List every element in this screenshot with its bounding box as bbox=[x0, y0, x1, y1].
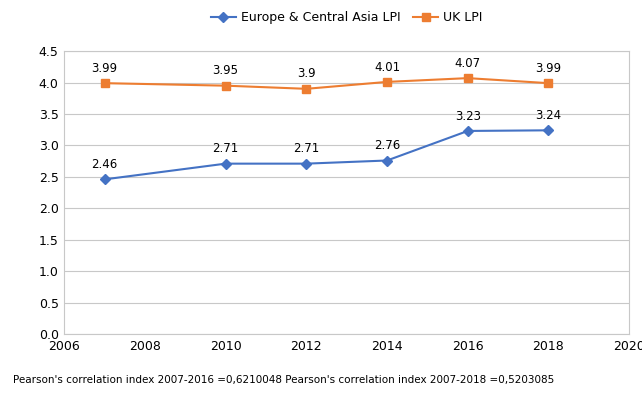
Text: 2.71: 2.71 bbox=[213, 142, 239, 155]
Text: 3.23: 3.23 bbox=[455, 110, 481, 123]
Europe & Central Asia LPI bbox=[544, 128, 552, 133]
Text: Pearson's correlation index 2007-2016 =0,6210048 Pearson's correlation index 200: Pearson's correlation index 2007-2016 =0… bbox=[13, 375, 554, 385]
Europe & Central Asia LPI bbox=[302, 161, 310, 166]
Text: 2.76: 2.76 bbox=[374, 139, 400, 152]
Text: 4.07: 4.07 bbox=[455, 57, 481, 70]
Europe & Central Asia LPI bbox=[464, 129, 472, 133]
UK LPI bbox=[383, 79, 391, 84]
Line: Europe & Central Asia LPI: Europe & Central Asia LPI bbox=[101, 127, 552, 183]
Text: 3.95: 3.95 bbox=[213, 64, 239, 77]
Europe & Central Asia LPI bbox=[383, 158, 391, 163]
UK LPI bbox=[221, 83, 229, 88]
Europe & Central Asia LPI bbox=[101, 177, 108, 182]
Text: 4.01: 4.01 bbox=[374, 61, 400, 73]
Europe & Central Asia LPI bbox=[221, 161, 229, 166]
UK LPI bbox=[544, 81, 552, 86]
Line: UK LPI: UK LPI bbox=[101, 74, 552, 93]
Legend: Europe & Central Asia LPI, UK LPI: Europe & Central Asia LPI, UK LPI bbox=[206, 6, 487, 29]
Text: 3.99: 3.99 bbox=[535, 62, 562, 75]
Text: 2.71: 2.71 bbox=[293, 142, 320, 155]
Text: 3.99: 3.99 bbox=[92, 62, 117, 75]
Text: 3.9: 3.9 bbox=[297, 68, 316, 81]
Text: 3.24: 3.24 bbox=[535, 109, 562, 122]
UK LPI bbox=[101, 81, 108, 86]
UK LPI bbox=[464, 76, 472, 81]
Text: 2.46: 2.46 bbox=[91, 158, 117, 171]
UK LPI bbox=[302, 86, 310, 91]
